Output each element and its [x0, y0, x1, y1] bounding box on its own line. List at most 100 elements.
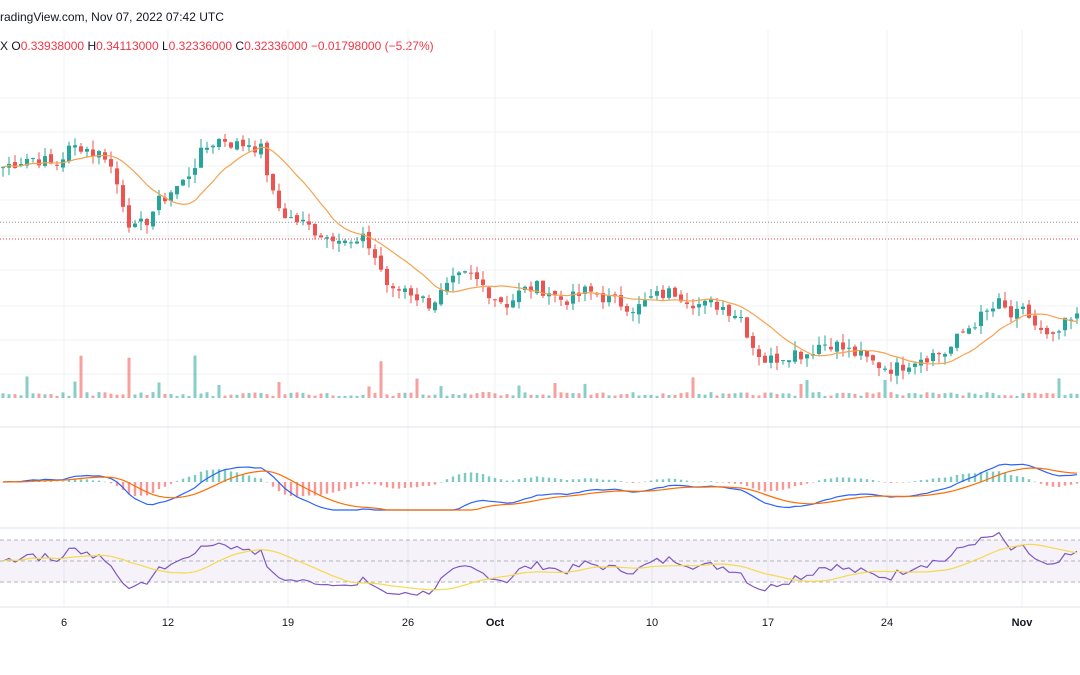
candle-body	[157, 195, 161, 211]
macd-hist-bar	[1063, 482, 1067, 486]
candle-body	[55, 164, 59, 166]
macd-hist-bar	[259, 478, 263, 482]
macd-hist-bar	[487, 476, 491, 482]
candle-body	[535, 281, 539, 294]
candle-body	[175, 185, 179, 195]
volume-bar	[25, 376, 29, 398]
volume-bar	[385, 394, 389, 398]
candle-body	[607, 295, 611, 303]
macd-hist-bar	[1075, 482, 1079, 484]
macd-hist-bar	[553, 478, 557, 482]
volume-bar	[997, 395, 1001, 398]
candle-body	[61, 159, 65, 168]
volume-bar	[685, 392, 689, 398]
candle-body	[1057, 331, 1061, 333]
candle-body	[955, 333, 959, 348]
volume-bar	[181, 394, 185, 398]
candle-body	[1, 167, 5, 169]
macd-hist-bar	[997, 471, 1001, 482]
candle-body	[397, 289, 401, 291]
candle-body	[673, 287, 677, 297]
volume-bar	[121, 394, 125, 398]
volume-bar	[1015, 395, 1019, 398]
volume-bar	[169, 394, 173, 398]
macd-hist-bar	[433, 482, 437, 485]
candle-body	[433, 302, 437, 311]
macd-hist-bar	[583, 478, 587, 482]
macd-hist-bar	[769, 482, 773, 492]
candles	[1, 133, 1079, 385]
candle-body	[163, 197, 167, 202]
volume-bar	[697, 393, 701, 398]
candle-body	[979, 311, 983, 327]
candle-body	[85, 148, 89, 152]
volume-bar	[43, 394, 47, 398]
macd-hist-bar	[973, 473, 977, 482]
volume-bar	[1075, 393, 1079, 398]
macd-hist-bar	[979, 471, 983, 482]
candle-body	[751, 336, 755, 348]
macd-hist-bar	[511, 480, 515, 482]
candle-body	[499, 297, 503, 303]
volume-bar	[139, 392, 143, 398]
macd-hist-bar	[943, 477, 947, 482]
volume-bar	[217, 384, 221, 398]
volume-bar	[289, 392, 293, 398]
candle-body	[931, 353, 935, 362]
volume-bar	[367, 386, 371, 398]
macd-hist-bar	[685, 480, 689, 482]
volume-bars	[1, 355, 1079, 398]
volume-bar	[229, 394, 233, 398]
candle-body	[1051, 332, 1055, 334]
candle-body	[907, 367, 911, 372]
macd-hist-bar	[241, 474, 245, 482]
macd-hist-bar	[97, 480, 101, 482]
macd-hist-bar	[319, 482, 323, 495]
macd-hist-bar	[127, 482, 131, 495]
macd-hist-bar	[517, 479, 521, 482]
candle-body	[241, 139, 245, 147]
candle-body	[145, 218, 149, 226]
candle-body	[835, 341, 839, 352]
macd-hist-bar	[277, 482, 281, 492]
volume-bar	[343, 395, 347, 398]
volume-bar	[931, 392, 935, 398]
macd-histogram	[1, 469, 1079, 497]
volume-bar	[955, 393, 959, 398]
macd-hist-bar	[625, 482, 629, 483]
candle-body	[49, 154, 53, 164]
time-axis: 6 12 19 26 Oct 10 17 24 Nov	[61, 617, 1033, 629]
volume-bar	[883, 379, 887, 398]
candle-body	[403, 288, 407, 292]
volume-bar	[307, 394, 311, 398]
candle-body	[565, 301, 569, 305]
candle-body	[283, 208, 287, 219]
candle-body	[91, 149, 95, 157]
candle-body	[805, 354, 809, 359]
macd-hist-bar	[787, 482, 791, 489]
volume-bar	[505, 394, 509, 398]
candle-body	[727, 304, 731, 316]
x-tick-label: 10	[646, 617, 658, 629]
macd-hist-bar	[295, 482, 299, 497]
candle-body	[877, 362, 881, 369]
macd-hist-bar	[61, 481, 65, 482]
macd-hist-bar	[721, 482, 725, 483]
macd-hist-bar	[919, 480, 923, 482]
volume-bar	[235, 394, 239, 398]
candle-body	[1021, 306, 1025, 309]
macd-hist-bar	[913, 481, 917, 482]
volume-bar	[535, 394, 539, 398]
macd-hist-bar	[331, 482, 335, 493]
macd-hist-bar	[355, 482, 359, 487]
macd-hist-bar	[1021, 477, 1025, 482]
volume-bar	[205, 392, 209, 398]
volume-bar	[355, 395, 359, 398]
macd-hist-bar	[49, 481, 53, 482]
candle-body	[667, 288, 671, 298]
volume-bar	[721, 393, 725, 398]
candle-body	[343, 240, 347, 244]
volume-bar	[529, 394, 533, 398]
rsi-ma-line	[2, 543, 1078, 591]
